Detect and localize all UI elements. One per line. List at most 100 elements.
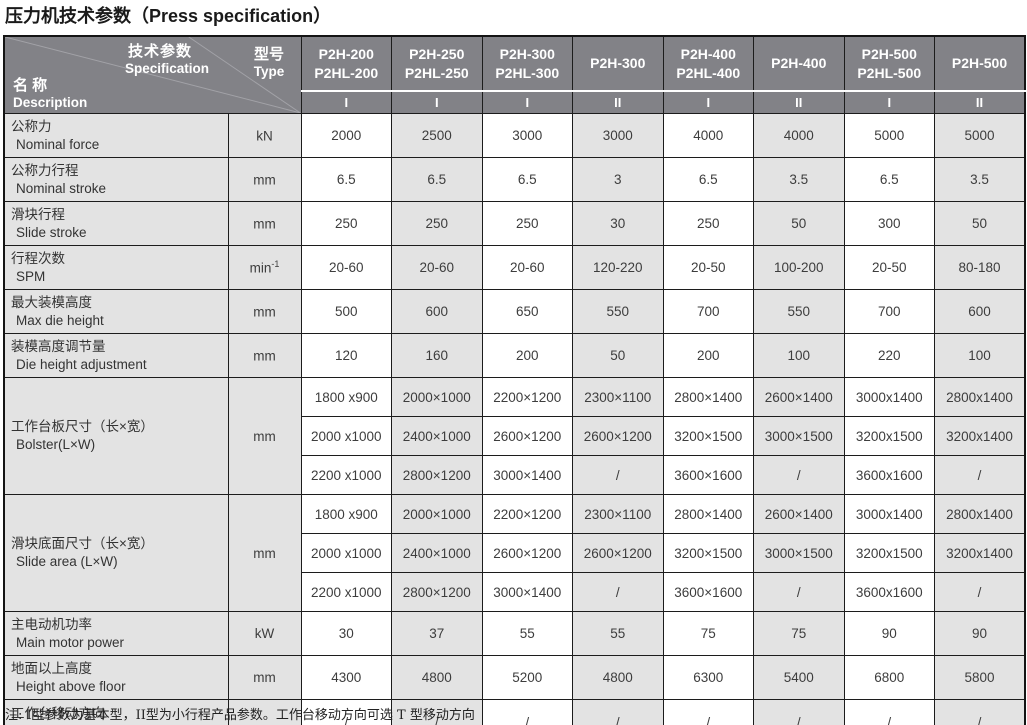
table-row-nominal-stroke: 公称力行程 Nominal stroke mm 6.5 6.5 6.5 3 6.… <box>3 157 1026 202</box>
value-cell: 160 <box>391 333 483 378</box>
value-cell: 2500 <box>391 113 483 158</box>
value-cell: / <box>753 455 845 495</box>
model-header: P2H-300 <box>572 35 664 92</box>
value-cell: / <box>753 699 845 725</box>
value-cell: 75 <box>753 611 845 656</box>
value-cell: 250 <box>662 201 754 246</box>
variant-header: I <box>481 90 573 114</box>
value-cell: 4800 <box>391 655 483 700</box>
value-cell: 3000 <box>572 113 664 158</box>
value-cell: / <box>481 699 573 725</box>
value-cell: 600 <box>934 289 1026 334</box>
value-cell: / <box>662 699 754 725</box>
table-row-spm: 行程次数 SPM min-1 20-60 20-60 20-60 120-220… <box>3 245 1026 290</box>
value-cell: / <box>391 699 483 725</box>
value-cell: 2600×1200 <box>572 533 664 573</box>
value-cell: 3600x1600 <box>843 572 935 612</box>
value-cell: 3000×1400 <box>481 572 573 612</box>
row-label: 公称力行程 Nominal stroke <box>3 157 229 202</box>
value-cell: 600 <box>391 289 483 334</box>
value-cell: 6.5 <box>300 157 392 202</box>
value-cell: 2300×1100 <box>572 377 664 417</box>
value-cell: 4000 <box>662 113 754 158</box>
value-cell: 3000×1500 <box>753 416 845 456</box>
variant-header: I <box>391 90 483 114</box>
value-cell: 3600×1600 <box>662 572 754 612</box>
value-cell: 55 <box>481 611 573 656</box>
corner-type-label: 型号 Type <box>253 46 285 79</box>
value-cell: 5000 <box>843 113 935 158</box>
value-cell: 50 <box>934 201 1026 246</box>
value-cell: 20-50 <box>843 245 935 290</box>
value-cell: 6.5 <box>391 157 483 202</box>
table-row-slide-area-1: 滑块底面尺寸（长×宽） Slide area (L×W) mm 1800 x90… <box>3 494 1026 612</box>
value-cell: 3 <box>572 157 664 202</box>
model-header: P2H-400 <box>753 35 845 92</box>
value-cell: 100 <box>934 333 1026 378</box>
value-cell: / <box>934 455 1026 495</box>
row-label: 主电动机功率 Main motor power <box>3 611 229 656</box>
value-cell: 700 <box>662 289 754 334</box>
value-cell: 5000 <box>934 113 1026 158</box>
value-cell: 550 <box>572 289 664 334</box>
unit-cell: mm <box>227 333 302 378</box>
variant-header: I <box>300 90 392 114</box>
unit-cell: kW <box>227 611 302 656</box>
value-cell: 2000×1000 <box>391 494 483 534</box>
unit-cell: mm <box>227 377 302 495</box>
value-cell: 3.5 <box>753 157 845 202</box>
value-cell: 3000x1400 <box>843 494 935 534</box>
value-cell: 2800×1200 <box>391 455 483 495</box>
variant-header: I <box>843 90 935 114</box>
value-cell: 5400 <box>753 655 845 700</box>
value-cell: 6.5 <box>662 157 754 202</box>
row-label: 滑块底面尺寸（长×宽） Slide area (L×W) <box>3 494 229 612</box>
variant-header-row: I I I II I II I II <box>4 90 1026 114</box>
table-row-die-height-adjustment: 装模高度调节量 Die height adjustment mm 120 160… <box>3 333 1026 378</box>
value-cell: 37 <box>391 611 483 656</box>
value-cell: 55 <box>572 611 664 656</box>
value-cell: 3600×1600 <box>662 455 754 495</box>
value-cell: 1800 x900 <box>300 494 392 534</box>
unit-cell: mm <box>227 655 302 700</box>
value-cell: 4800 <box>572 655 664 700</box>
row-label: 工作台移动方向 Direction of moving bolster <box>3 699 229 725</box>
table-row-slide-stroke: 滑块行程 Slide stroke mm 250 250 250 30 250 … <box>3 201 1026 246</box>
model-header: P2H-400 P2HL-400 <box>662 35 754 92</box>
value-cell: 220 <box>843 333 935 378</box>
corner-header-cell: 技术参数 Specification 型号 Type 名 称 Descripti… <box>3 35 302 114</box>
model-header: P2H-300 P2HL-300 <box>481 35 573 92</box>
table-row-height-above-floor: 地面以上高度 Height above floor mm 4300 4800 5… <box>3 655 1026 700</box>
table-row-direction-of-moving-bolster: 工作台移动方向 Direction of moving bolster / / … <box>3 699 1026 725</box>
value-cell: / <box>300 699 392 725</box>
value-cell: / <box>572 699 664 725</box>
variant-header: II <box>753 90 845 114</box>
corner-spec-label: 技术参数 Specification <box>124 43 210 76</box>
value-cell: 5200 <box>481 655 573 700</box>
value-cell: 3.5 <box>934 157 1026 202</box>
row-label: 地面以上高度 Height above floor <box>3 655 229 700</box>
value-cell: / <box>572 455 664 495</box>
value-cell: 2600×1400 <box>753 494 845 534</box>
value-cell: 4000 <box>753 113 845 158</box>
value-cell: 2400×1000 <box>391 416 483 456</box>
value-cell: 2200 x1000 <box>300 455 392 495</box>
value-cell: 4300 <box>300 655 392 700</box>
value-cell: 250 <box>391 201 483 246</box>
value-cell: 2000×1000 <box>391 377 483 417</box>
value-cell: 700 <box>843 289 935 334</box>
model-header: P2H-200 P2HL-200 <box>300 35 392 92</box>
row-label: 工作台板尺寸（长×宽） Bolster(L×W) <box>3 377 229 495</box>
value-cell: 90 <box>934 611 1026 656</box>
variant-header: I <box>662 90 754 114</box>
table-row-max-die-height: 最大装模高度 Max die height mm 500 600 650 550… <box>3 289 1026 334</box>
value-cell: 200 <box>481 333 573 378</box>
value-cell: 75 <box>662 611 754 656</box>
value-cell: 2800x1400 <box>934 377 1026 417</box>
table-row-slide-area-3: 2200 x1000 2800×1200 3000×1400 / 3600×16… <box>4 572 1026 612</box>
value-cell: 100 <box>753 333 845 378</box>
variant-header: II <box>934 90 1026 114</box>
value-cell: 3200x1400 <box>934 416 1026 456</box>
value-cell: 2600×1200 <box>572 416 664 456</box>
